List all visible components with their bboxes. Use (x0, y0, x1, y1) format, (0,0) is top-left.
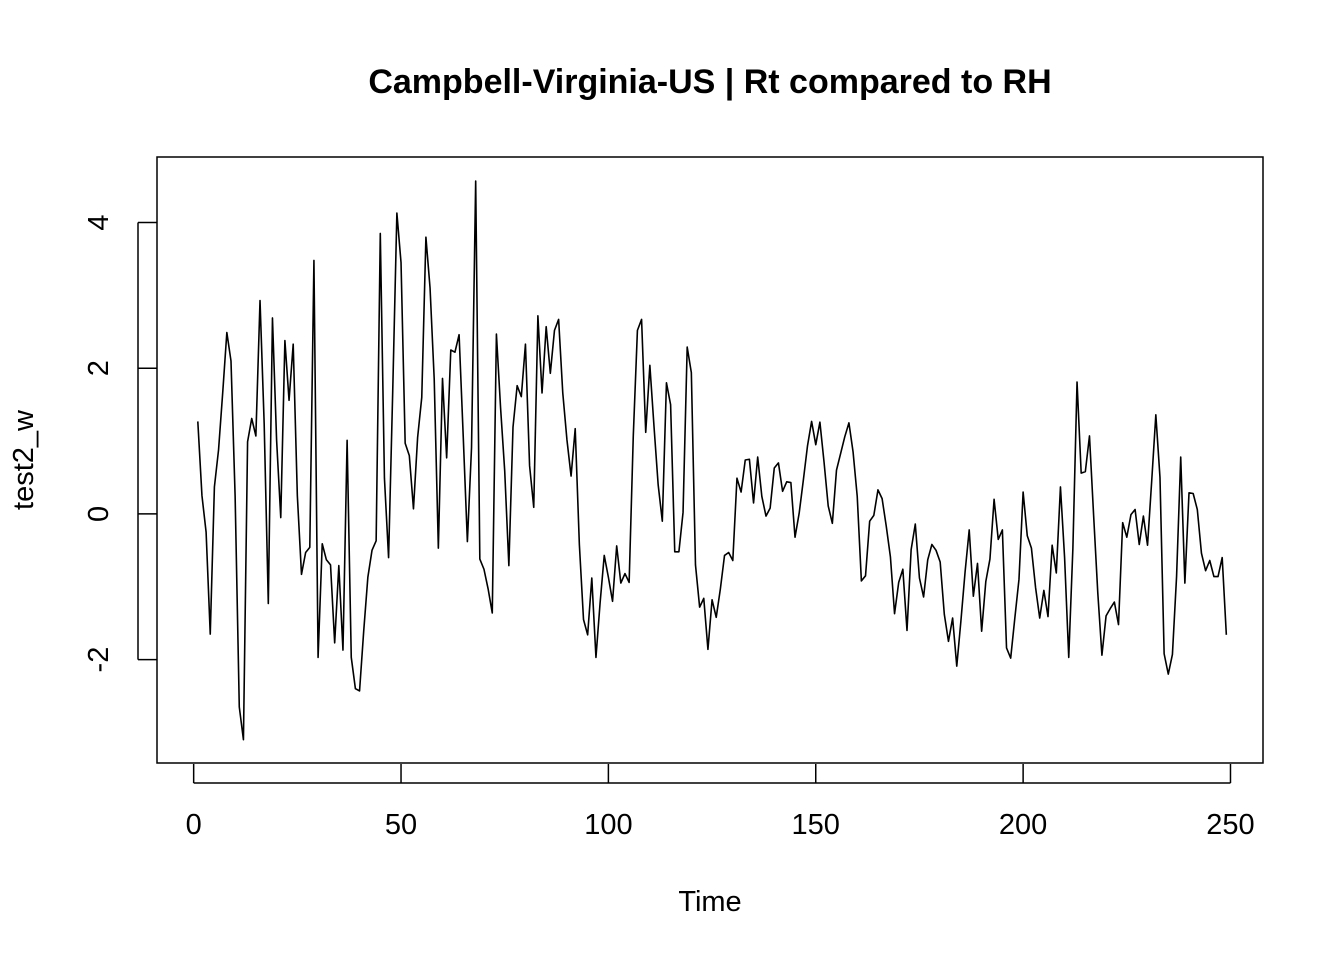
x-axis: 0 50 100 150 200 250 (186, 764, 1255, 841)
x-tick-label: 0 (186, 809, 202, 841)
x-tick-label: 150 (792, 809, 840, 841)
x-tick-label: 50 (385, 809, 417, 841)
y-axis-label: test2_w (8, 409, 40, 510)
plot-frame (156, 156, 1264, 764)
chart-title: Campbell-Virginia-US | Rt compared to RH (368, 63, 1051, 101)
x-tick-label: 100 (584, 809, 632, 841)
x-axis-label: Time (678, 886, 741, 918)
y-tick-label: -2 (83, 647, 115, 673)
y-tick-label: 2 (83, 360, 115, 376)
y-tick-label: 0 (83, 506, 115, 522)
x-tick-label: 250 (1206, 809, 1254, 841)
y-axis: -2 0 2 4 (83, 214, 157, 672)
x-tick-label: 200 (999, 809, 1047, 841)
y-tick-label: 4 (83, 214, 115, 230)
series-line (197, 180, 1228, 741)
series-line-layer (197, 180, 1228, 741)
